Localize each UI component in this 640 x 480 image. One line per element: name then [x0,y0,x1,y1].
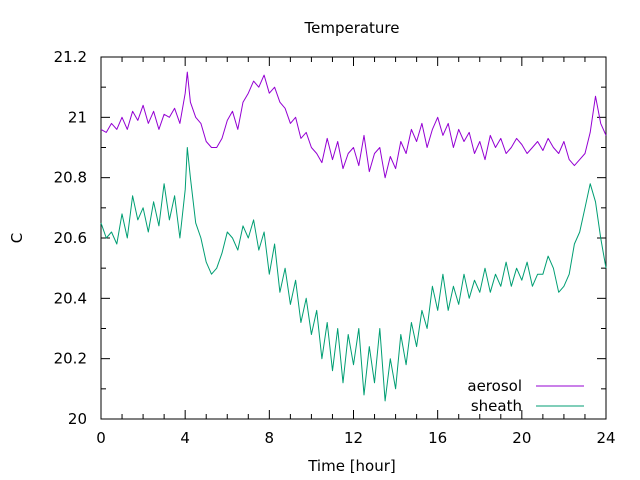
x-tick-label: 12 [344,429,363,447]
y-tick-label: 21.2 [54,48,87,66]
chart-title: Temperature [303,19,399,37]
y-tick-label: 20.6 [54,229,87,247]
x-axis-label: Time [hour] [307,457,396,475]
y-tick-label: 20.2 [54,350,87,368]
x-tick-label: 24 [596,429,615,447]
axis-tick-labels: 0 4 8 12 16 20 24 20 20.2 20.4 20.6 20.8 21 21.2 [54,48,616,447]
legend: aerosol sheath [467,377,584,415]
legend-label-aerosol: aerosol [467,377,522,395]
x-tick-label: 16 [428,429,447,447]
x-tick-label: 8 [265,429,275,447]
axis-ticks [100,56,607,420]
y-tick-label: 20 [68,410,87,428]
x-tick-label: 0 [96,429,106,447]
x-tick-label: 4 [180,429,190,447]
series-lines [100,71,607,402]
y-tick-label: 20.4 [54,289,87,307]
y-tick-label: 21 [68,108,87,126]
x-tick-label: 20 [512,429,531,447]
y-axis-label: C [8,233,26,243]
series-line-sheath [100,147,607,402]
legend-label-sheath: sheath [471,397,522,415]
y-tick-label: 20.8 [54,169,87,187]
series-line-aerosol [100,71,607,179]
